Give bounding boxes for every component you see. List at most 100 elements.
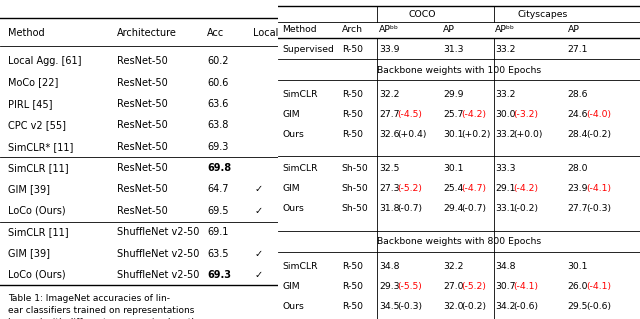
Text: ResNet-50: ResNet-50 — [117, 184, 168, 195]
Text: 69.3: 69.3 — [207, 270, 232, 280]
Text: 29.4: 29.4 — [443, 204, 463, 213]
Text: 23.9: 23.9 — [568, 184, 588, 193]
Text: GIM: GIM — [282, 282, 300, 291]
Text: CPC v2 [55]: CPC v2 [55] — [8, 120, 67, 130]
Text: 63.6: 63.6 — [207, 99, 228, 109]
Text: 31.3: 31.3 — [443, 45, 463, 54]
Text: 32.2: 32.2 — [379, 90, 399, 99]
Text: Sh-50: Sh-50 — [342, 164, 369, 173]
Text: ShuffleNet v2-50: ShuffleNet v2-50 — [117, 270, 199, 280]
Text: (-4.1): (-4.1) — [513, 282, 538, 291]
Text: (-0.7): (-0.7) — [397, 204, 422, 213]
Text: 60.6: 60.6 — [207, 78, 228, 88]
Text: 69.1: 69.1 — [207, 227, 228, 237]
Text: ✓: ✓ — [255, 184, 263, 195]
Text: ResNet-50: ResNet-50 — [117, 163, 168, 173]
Text: 33.1: 33.1 — [495, 204, 516, 213]
Text: (-0.3): (-0.3) — [586, 204, 611, 213]
Text: 25.4: 25.4 — [443, 184, 463, 193]
Text: PIRL [45]: PIRL [45] — [8, 99, 53, 109]
Text: 32.0: 32.0 — [443, 302, 463, 311]
Text: (+0.4): (+0.4) — [397, 130, 426, 139]
Text: SimCLR: SimCLR — [282, 90, 317, 99]
Text: 33.9: 33.9 — [379, 45, 399, 54]
Text: 25.7: 25.7 — [443, 110, 463, 119]
Text: (+0.0): (+0.0) — [513, 130, 543, 139]
Text: Ours: Ours — [282, 302, 304, 311]
Text: 33.2: 33.2 — [495, 90, 516, 99]
Text: Local Agg. [61]: Local Agg. [61] — [8, 56, 82, 66]
Text: GIM: GIM — [282, 110, 300, 119]
Text: ResNet-50: ResNet-50 — [117, 56, 168, 66]
Text: MoCo [22]: MoCo [22] — [8, 78, 59, 88]
Text: Backbone weights with 800 Epochs: Backbone weights with 800 Epochs — [377, 237, 541, 246]
Text: ✓: ✓ — [255, 206, 263, 216]
Text: 69.8: 69.8 — [207, 163, 232, 173]
Text: SimCLR [11]: SimCLR [11] — [8, 163, 69, 173]
Text: SimCLR* [11]: SimCLR* [11] — [8, 142, 74, 152]
Text: APᵇᵇ: APᵇᵇ — [379, 26, 399, 34]
Text: Acc: Acc — [207, 28, 225, 39]
Text: (-0.7): (-0.7) — [461, 204, 486, 213]
Text: R-50: R-50 — [342, 45, 363, 54]
Text: Cityscapes: Cityscapes — [517, 11, 568, 19]
Text: (-4.2): (-4.2) — [513, 184, 538, 193]
Text: R-50: R-50 — [342, 262, 363, 271]
Text: 27.1: 27.1 — [568, 45, 588, 54]
Text: 34.8: 34.8 — [495, 262, 516, 271]
Text: R-50: R-50 — [342, 130, 363, 139]
Text: Ours: Ours — [282, 204, 304, 213]
Text: 24.6: 24.6 — [568, 110, 588, 119]
Text: APᵇᵇ: APᵇᵇ — [495, 26, 515, 34]
Text: (-5.5): (-5.5) — [397, 282, 422, 291]
Text: (-4.1): (-4.1) — [586, 184, 611, 193]
Text: Sh-50: Sh-50 — [342, 204, 369, 213]
Text: 30.7: 30.7 — [495, 282, 516, 291]
Text: COCO: COCO — [408, 11, 436, 19]
Text: ResNet-50: ResNet-50 — [117, 206, 168, 216]
Text: 30.1: 30.1 — [568, 262, 588, 271]
Text: (-0.6): (-0.6) — [513, 302, 538, 311]
Text: 60.2: 60.2 — [207, 56, 229, 66]
Text: 63.8: 63.8 — [207, 120, 228, 130]
Text: 69.3: 69.3 — [207, 142, 228, 152]
Text: (+0.2): (+0.2) — [461, 130, 490, 139]
Text: 34.2: 34.2 — [495, 302, 516, 311]
Text: Architecture: Architecture — [117, 28, 177, 39]
Text: SimCLR [11]: SimCLR [11] — [8, 227, 69, 237]
Text: R-50: R-50 — [342, 110, 363, 119]
Text: (-4.0): (-4.0) — [586, 110, 611, 119]
Text: 27.0: 27.0 — [443, 282, 463, 291]
Text: 29.1: 29.1 — [495, 184, 516, 193]
Text: 28.6: 28.6 — [568, 90, 588, 99]
Text: ResNet-50: ResNet-50 — [117, 142, 168, 152]
Text: 28.4: 28.4 — [568, 130, 588, 139]
Text: AP: AP — [443, 26, 455, 34]
Text: 29.9: 29.9 — [443, 90, 463, 99]
Text: Backbone weights with 100 Epochs: Backbone weights with 100 Epochs — [377, 66, 541, 75]
Text: (-0.6): (-0.6) — [586, 302, 611, 311]
Text: Table 1: ImageNet accuracies of lin-
ear classifiers trained on representations
: Table 1: ImageNet accuracies of lin- ear… — [8, 294, 201, 319]
Text: 33.3: 33.3 — [495, 164, 516, 173]
Text: 31.8: 31.8 — [379, 204, 399, 213]
Text: 30.1: 30.1 — [443, 164, 463, 173]
Text: 69.5: 69.5 — [207, 206, 229, 216]
Text: 33.2: 33.2 — [495, 45, 516, 54]
Text: SimCLR: SimCLR — [282, 164, 317, 173]
Text: ResNet-50: ResNet-50 — [117, 120, 168, 130]
Text: (-0.3): (-0.3) — [397, 302, 422, 311]
Text: 27.7: 27.7 — [568, 204, 588, 213]
Text: 34.5: 34.5 — [379, 302, 399, 311]
Text: (-5.2): (-5.2) — [397, 184, 422, 193]
Text: R-50: R-50 — [342, 90, 363, 99]
Text: ShuffleNet v2-50: ShuffleNet v2-50 — [117, 249, 199, 259]
Text: 30.1: 30.1 — [443, 130, 463, 139]
Text: Method: Method — [8, 28, 45, 39]
Text: ResNet-50: ResNet-50 — [117, 78, 168, 88]
Text: 32.5: 32.5 — [379, 164, 399, 173]
Text: (-4.7): (-4.7) — [461, 184, 486, 193]
Text: 27.7: 27.7 — [379, 110, 399, 119]
Text: 28.0: 28.0 — [568, 164, 588, 173]
Text: 27.3: 27.3 — [379, 184, 399, 193]
Text: Supervised: Supervised — [282, 45, 334, 54]
